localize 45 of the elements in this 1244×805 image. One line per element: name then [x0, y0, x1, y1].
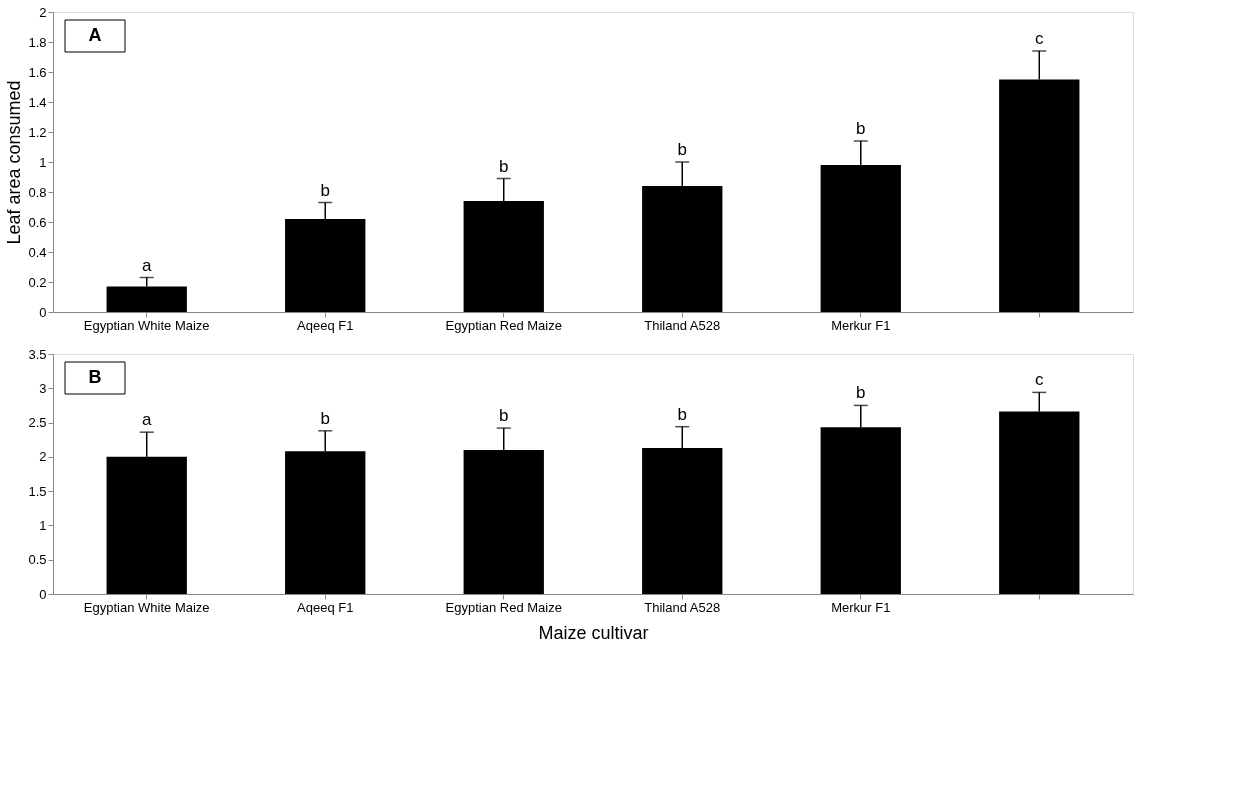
annotation: b — [677, 140, 687, 159]
x-tick-label: Thiland A528 — [644, 317, 721, 333]
x-tick-label: Aqeeq F1 — [297, 599, 354, 615]
y-tick-label: 0.8 — [28, 184, 47, 200]
annotation: B — [88, 367, 102, 387]
y-axis-title: Leaf area consumed — [4, 80, 25, 245]
y-tick-label: 3 — [39, 380, 47, 396]
x-axis-title: Maize cultivar — [538, 622, 649, 643]
x-tick-label: Thiland A528 — [644, 599, 721, 615]
y-tick-label: 0 — [39, 304, 47, 320]
x-tick-label: Aqeeq F1 — [297, 317, 354, 333]
annotation: a — [141, 255, 152, 275]
annotation: b — [320, 180, 330, 200]
y-tick-label: 2 — [39, 449, 47, 465]
x-tick-label: Merkur F1 — [831, 599, 891, 615]
y-tick-label: 1.4 — [28, 94, 47, 110]
x-tick-label: Egyptian Red Maize — [445, 599, 562, 615]
x-tick-label: Merkur F1 — [831, 317, 891, 333]
y-tick-label: 1.2 — [28, 124, 47, 140]
y-tick-label: 1 — [39, 154, 47, 170]
y-tick-label: 0.4 — [28, 244, 47, 260]
annotation: b — [499, 156, 509, 176]
annotation: a — [141, 410, 152, 430]
y-tick-label: 2 — [39, 4, 47, 20]
annotation: b — [856, 383, 866, 403]
annotation: c — [1035, 370, 1045, 390]
y-tick-label: 2.5 — [28, 415, 47, 431]
x-tick-label: Egyptian Red Maize — [445, 317, 562, 333]
y-tick-label: 1.5 — [28, 483, 47, 499]
annotation: c — [1035, 29, 1045, 48]
y-tick-label: 0 — [39, 586, 47, 602]
annotation: A — [88, 25, 102, 45]
y-tick-label: 0.2 — [28, 274, 47, 290]
y-tick-label: 3.5 — [28, 346, 47, 362]
y-tick-label: 1.6 — [28, 64, 47, 80]
y-tick-label: 1 — [39, 517, 47, 533]
x-tick-label: Egyptian White Maize — [83, 317, 210, 333]
annotation: b — [320, 408, 330, 428]
annotation: b — [499, 406, 509, 426]
annotation: b — [677, 404, 687, 424]
y-tick-label: 0.5 — [28, 552, 47, 568]
x-tick-label: Egyptian White Maize — [83, 599, 210, 615]
y-tick-label: 0.6 — [28, 214, 47, 230]
y-tick-label: 1.8 — [28, 34, 47, 50]
annotation: b — [856, 119, 866, 138]
